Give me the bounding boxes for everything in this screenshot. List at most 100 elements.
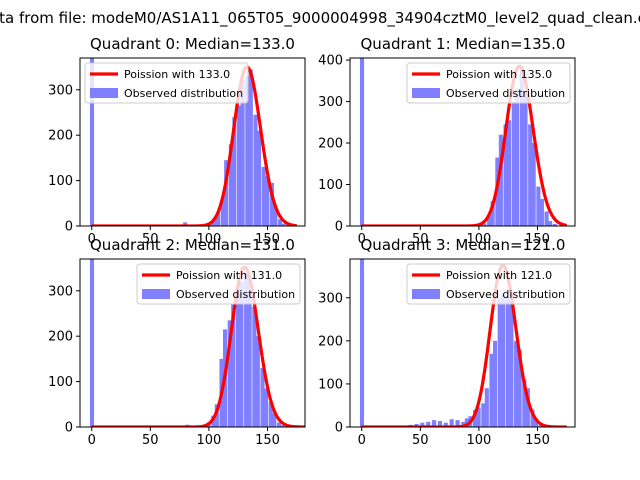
histogram-bar (269, 182, 274, 226)
histogram-bar (533, 418, 539, 427)
y-tick-label: 400 (318, 54, 343, 69)
legend-curve-label: Poission with 131.0 (176, 269, 282, 282)
histogram-bar (359, 259, 365, 427)
histogram-bar (281, 223, 286, 226)
plot-area: 0 50 100 150 0 100 200 300 Poission with 131.0 Ob… (48, 258, 306, 448)
y-tick-label: 100 (48, 375, 73, 390)
histogram-bar (228, 144, 233, 226)
histogram-bar (224, 160, 229, 226)
y-tick-label: 300 (318, 95, 343, 110)
legend-curve-label: Poission with 133.0 (124, 68, 230, 81)
histogram-bar (476, 407, 481, 427)
histogram-bar (523, 93, 528, 226)
subplot-quadrant-0: Quadrant 0: Median=133.0 0 50 100 150 0 100 20… (48, 35, 306, 247)
histogram-bar (268, 402, 273, 427)
x-tick-label: 50 (142, 232, 159, 247)
y-tick-label: 200 (48, 129, 73, 144)
histogram-bar (215, 212, 221, 226)
histogram-bar (464, 418, 469, 427)
histogram-bar (227, 320, 232, 427)
x-tick-label: 150 (525, 232, 550, 247)
plot-area: 0 50 100 150 0 100 200 300 Poission with 133.0 Ob… (48, 57, 306, 247)
histogram-bar (530, 409, 535, 427)
histogram-bar (261, 166, 266, 226)
histogram-bar (260, 367, 265, 427)
histogram-bar (252, 306, 257, 427)
histogram-bar (432, 420, 437, 427)
histogram-bar (503, 124, 508, 226)
histogram-bar (263, 388, 269, 427)
histogram-bar (255, 336, 260, 427)
legend: Poission with 135.0 Observed distribution (406, 62, 571, 104)
histogram-bar (548, 221, 553, 226)
y-tick-label: 100 (318, 377, 343, 392)
histogram-bar (505, 297, 510, 427)
x-tick-label: 100 (196, 433, 221, 448)
histogram-bar (489, 353, 494, 427)
histogram-bar (455, 420, 460, 427)
histogram-bar (528, 124, 533, 226)
histogram-bar (482, 223, 487, 226)
x-tick-label: 150 (525, 433, 550, 448)
histogram-bar (212, 217, 217, 226)
histogram-bar (278, 219, 283, 226)
axes-frame (349, 258, 576, 428)
y-tick-label: 100 (318, 178, 343, 193)
histogram-bar (490, 201, 495, 226)
histogram-bar (253, 114, 258, 226)
histogram-bar (240, 80, 245, 226)
histogram-bar (501, 293, 506, 427)
histogram-bar (426, 421, 431, 427)
histogram-bar (231, 304, 236, 427)
histogram-bar (514, 340, 519, 427)
legend-hist-swatch (412, 88, 440, 98)
y-tick-label: 300 (318, 291, 343, 306)
x-tick-label: 50 (412, 433, 429, 448)
legend-hist-label: Observed distribution (446, 288, 565, 301)
histogram-bar (498, 134, 503, 226)
subplot-title: Quadrant 1: Median=135.0 (361, 35, 566, 53)
y-tick-label: 200 (318, 334, 343, 349)
histogram-bar (497, 297, 502, 427)
subplot-quadrant-3: Quadrant 3: Median=121.0 0 50 100 150 0 100 20… (318, 236, 576, 448)
histogram-bar (539, 199, 544, 226)
poisson-curve (361, 263, 568, 427)
histogram-bar (437, 420, 442, 427)
y-tick-label: 0 (335, 421, 343, 436)
histogram-bar (525, 388, 530, 427)
x-tick-label: 150 (255, 433, 280, 448)
y-tick-label: 200 (318, 137, 343, 152)
y-tick-label: 100 (48, 174, 73, 189)
x-tick-label: 100 (466, 433, 491, 448)
histogram-bar (544, 211, 549, 226)
histogram-bar (265, 176, 270, 226)
y-tick-label: 0 (335, 220, 343, 235)
plot-clip (359, 259, 568, 427)
histogram-bar (515, 89, 520, 226)
axes-frame (349, 57, 576, 227)
y-tick-label: 300 (48, 284, 73, 299)
histogram-bar (237, 105, 242, 226)
histogram-bar (214, 404, 219, 427)
legend-box (406, 263, 571, 305)
legend-hist-label: Observed distribution (446, 87, 565, 100)
histogram-bar (89, 259, 95, 427)
histogram-bar (552, 223, 557, 226)
histogram-bar (256, 130, 262, 226)
histogram-bar (359, 58, 365, 226)
legend: Poission with 131.0 Observed distribution (136, 263, 301, 305)
x-tick-label: 0 (358, 433, 366, 448)
x-tick-label: 150 (255, 232, 280, 247)
x-tick-label: 0 (88, 433, 96, 448)
histogram-bar (449, 419, 454, 427)
histogram-bar (235, 290, 240, 427)
subplot-title: Quadrant 0: Median=133.0 (90, 35, 295, 53)
histogram-bar (420, 422, 425, 427)
histogram-bar (473, 409, 478, 427)
legend-hist-swatch (142, 289, 170, 299)
histogram-bar (247, 277, 252, 427)
histogram-bar (208, 223, 214, 226)
subplot-quadrant-1: Quadrant 1: Median=135.0 0 50 100 150 0 100 20… (318, 35, 576, 247)
histogram-bar (487, 215, 492, 226)
